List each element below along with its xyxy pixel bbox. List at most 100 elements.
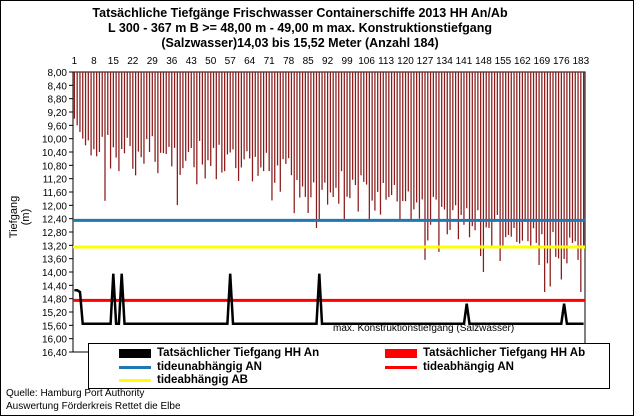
bar-ab xyxy=(510,72,512,237)
bar-ab xyxy=(416,72,418,203)
bar-ab xyxy=(237,72,240,181)
bar-ab xyxy=(240,72,242,168)
y-tick-label: 10,40 xyxy=(42,148,67,159)
y-tick-label: 14,80 xyxy=(42,295,67,306)
legend-swatch-an xyxy=(119,348,151,358)
x-tick-label: 22 xyxy=(127,56,139,67)
bar-ab xyxy=(262,72,265,172)
bar-ab xyxy=(137,72,140,152)
bar-ab xyxy=(84,72,87,146)
bar-ab xyxy=(443,72,446,210)
bar-ab xyxy=(466,72,468,209)
chart-title-line-2: L 300 - 367 m B >= 48,00 m - 49,00 m max… xyxy=(108,21,492,35)
bar-ab xyxy=(101,72,103,137)
legend-label-tideab-an: tideabhängig AN xyxy=(423,361,514,373)
bar-ab xyxy=(480,72,482,257)
bar-ab xyxy=(232,72,234,150)
y-tick-label: 14,00 xyxy=(42,268,67,279)
bar-ab xyxy=(388,72,390,198)
bar-ab xyxy=(115,72,117,158)
y-tick-label: 11,20 xyxy=(43,175,68,186)
y-tick-label: 12,40 xyxy=(42,215,67,226)
x-tick-label: 43 xyxy=(186,56,198,67)
x-tick-label: 71 xyxy=(264,56,276,67)
bar-ab xyxy=(260,72,262,168)
y-tick-label: 9,20 xyxy=(48,108,68,119)
bar-ab xyxy=(251,72,254,182)
legend-swatch-tideunab xyxy=(119,365,151,369)
y-tick-label: 8,00 xyxy=(48,68,68,79)
bar-ab xyxy=(318,72,320,219)
y-tick-label: 8,80 xyxy=(48,95,68,106)
bar-ab xyxy=(535,72,537,243)
y-tick-label: 16,00 xyxy=(42,335,67,346)
bar-ab xyxy=(79,72,81,132)
bar-ab xyxy=(485,72,487,228)
x-tick-label: 113 xyxy=(378,56,394,67)
bar-ab xyxy=(282,72,284,160)
bar-ab xyxy=(457,72,460,240)
bar-ab xyxy=(505,72,507,238)
x-tick-label: 8 xyxy=(91,56,97,67)
legend-item-tideab-ab: tideabhängig AB xyxy=(119,374,248,386)
bar-ab xyxy=(402,72,404,202)
bar-ab xyxy=(107,72,109,135)
bar-ab xyxy=(468,72,471,238)
bar-ab xyxy=(538,72,540,265)
bar-ab xyxy=(396,72,398,202)
x-tick-label: 141 xyxy=(456,56,473,67)
chart-title-line-3: (Salzwasser)14,03 bis 15,52 Meter (Anzah… xyxy=(161,36,439,50)
legend-swatch-tideab-an xyxy=(385,365,417,369)
source-line-1: Quelle: Hamburg Port Authority xyxy=(6,388,145,399)
x-tick-label: 92 xyxy=(322,56,334,67)
bar-ab xyxy=(157,72,159,174)
bar-ab xyxy=(449,72,451,230)
bar-ab xyxy=(571,72,574,243)
bar-ab xyxy=(82,72,84,139)
bar-ab xyxy=(229,72,231,153)
bar-ab xyxy=(379,72,382,215)
bar-ab xyxy=(404,72,407,202)
bar-ab xyxy=(165,72,167,155)
bar-ab xyxy=(146,72,148,140)
x-tick-label: 127 xyxy=(417,56,434,67)
bar-ab xyxy=(569,72,571,238)
bar-ab xyxy=(552,72,554,233)
bar-ab xyxy=(301,72,304,187)
bar-ab xyxy=(246,72,248,152)
bar-ab xyxy=(418,72,421,219)
legend-item-ab: Tatsächlicher Tiefgang HH Ab xyxy=(385,347,585,359)
x-tick-label: 99 xyxy=(342,56,354,67)
bar-ab xyxy=(516,72,518,242)
x-tick-label: 176 xyxy=(553,56,570,67)
series-line-an xyxy=(74,273,584,325)
bar-ab xyxy=(129,72,131,147)
bar-ab xyxy=(365,72,368,185)
bar-ab xyxy=(393,72,396,185)
bar-ab xyxy=(463,72,465,225)
bar-ab xyxy=(168,72,170,147)
bar-ab xyxy=(407,72,409,192)
y-tick-label: 10,00 xyxy=(42,135,67,146)
x-tick-label: 1 xyxy=(72,56,78,67)
bar-ab xyxy=(321,72,323,190)
bar-ab xyxy=(293,72,295,214)
y-tick-label: 13,60 xyxy=(42,255,67,266)
bar-ab xyxy=(527,72,529,242)
bar-ab xyxy=(118,72,120,172)
bar-ab xyxy=(185,72,187,161)
bar-ab xyxy=(382,72,384,183)
bar-ab xyxy=(346,72,348,197)
bar-ab xyxy=(518,72,521,244)
bar-ab xyxy=(491,72,493,247)
y-tick-label: 10,80 xyxy=(42,161,67,172)
bar-ab xyxy=(276,72,279,166)
bar-ab xyxy=(123,72,126,154)
y-tick-label: 12,00 xyxy=(42,201,67,212)
bar-ab xyxy=(98,72,101,152)
x-tick-label: 85 xyxy=(303,56,315,67)
bar-ab xyxy=(218,72,220,145)
bar-ab xyxy=(182,72,184,169)
legend-item-tideab-an: tideabhängig AN xyxy=(385,361,514,373)
x-tick-label: 29 xyxy=(147,56,159,67)
